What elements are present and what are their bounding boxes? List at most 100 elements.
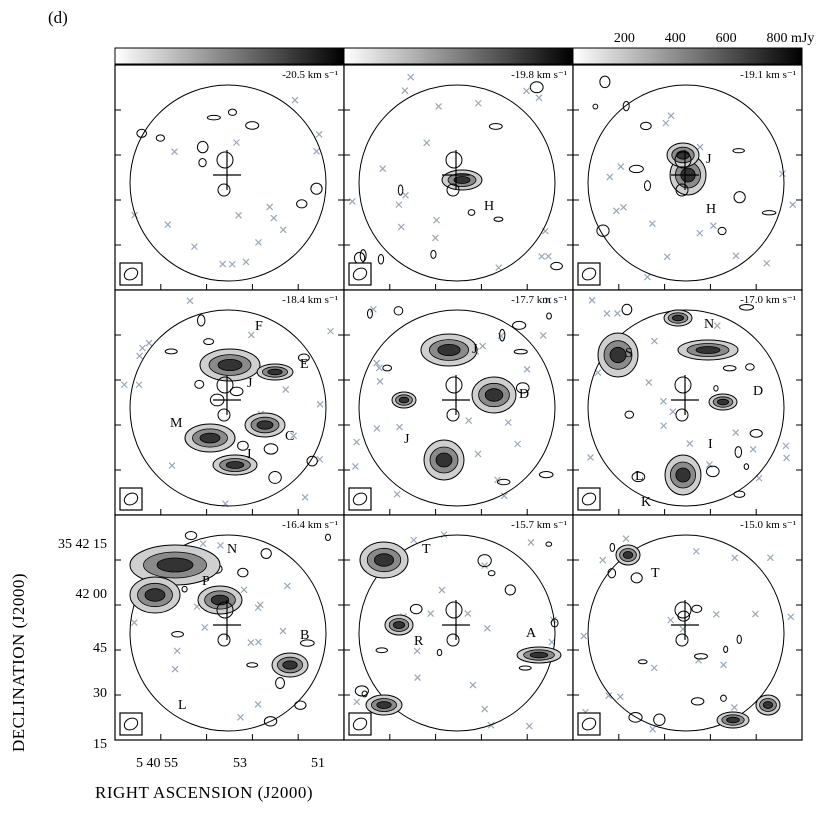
star-cross-icon [479, 342, 487, 350]
primary-beam-circle [587, 309, 785, 507]
contour-loop [203, 338, 215, 345]
star-cross-icon [255, 239, 262, 246]
star-cross-icon [789, 201, 797, 209]
star-cross-icon [407, 73, 415, 81]
star-cross-icon [348, 198, 356, 205]
star-cross-icon [413, 647, 421, 655]
channel-panel: -19.1 km s⁻¹ J H [572, 64, 803, 291]
star-cross-icon [168, 462, 176, 469]
star-cross-icon [587, 454, 594, 461]
contour-loop [640, 121, 652, 131]
source-label: J [706, 152, 712, 167]
star-cross-icon [130, 619, 138, 627]
source-ring [675, 183, 689, 197]
star-cross-icon [548, 638, 556, 646]
star-cross-icon [353, 438, 361, 446]
beam-ellipse-icon [581, 717, 597, 731]
velocity-label: -17.0 km s⁻¹ [740, 294, 796, 306]
star-cross-icon [749, 445, 757, 453]
contour-loop [739, 303, 755, 311]
contour-loop [294, 700, 307, 710]
star-cross-icon [414, 674, 421, 682]
axis-ticks: 35 42 15 42 00 45 30 15 5 40 55 53 51 [58, 537, 325, 771]
contour-loop [306, 455, 318, 467]
source-ring [674, 151, 692, 169]
source-ring [446, 183, 460, 197]
star-cross-icon [599, 556, 607, 564]
star-cross-icon [779, 170, 786, 178]
contour-loop [430, 249, 437, 259]
star-cross-icon [667, 616, 675, 624]
x-tick-label: 53 [233, 756, 247, 771]
star-cross-icon [219, 260, 227, 268]
star-cross-icon [713, 322, 721, 330]
velocity-label: -19.8 km s⁻¹ [511, 69, 567, 81]
primary-beam-circle [587, 84, 785, 282]
contour-loop [263, 443, 279, 455]
star-cross-icon [435, 103, 443, 110]
contour-loop [515, 382, 530, 394]
star-cross-icon [650, 664, 658, 672]
contour-loop [622, 100, 630, 112]
source-label: D [753, 384, 763, 399]
colorbar-strip [572, 47, 803, 65]
star-cross-icon [313, 147, 320, 155]
star-cross-icon [351, 463, 359, 470]
source-ring [217, 183, 231, 197]
contour-loop [246, 662, 259, 668]
emission-region-peak [726, 716, 740, 724]
contour-loop [181, 585, 188, 593]
source-label: F [255, 319, 263, 334]
contour-loop [366, 308, 373, 319]
star-cross-icon [616, 693, 624, 701]
star-cross-icon [173, 647, 181, 655]
star-cross-icon [199, 540, 207, 548]
emission-region-peak [435, 452, 453, 468]
star-cross-icon [614, 309, 621, 317]
star-cross-icon [645, 379, 653, 386]
star-cross-icon [731, 554, 739, 562]
star-cross-icon [523, 365, 531, 373]
contour-loop [538, 470, 554, 479]
star-cross-icon [751, 610, 759, 618]
star-cross-icon [171, 148, 178, 156]
source-label: A [526, 626, 537, 641]
emission-region-peak [256, 420, 274, 430]
contour-loop [171, 631, 184, 638]
star-cross-icon [667, 112, 675, 120]
star-cross-icon [327, 327, 334, 335]
star-cross-icon [237, 713, 244, 721]
y-tick-label: 45 [93, 641, 107, 656]
contour-loop [164, 348, 178, 355]
star-cross-icon [606, 173, 614, 181]
contour-loop [359, 249, 367, 262]
star-cross-icon [279, 627, 287, 635]
contour-loop [761, 210, 777, 216]
star-cross-icon [527, 539, 535, 546]
source-label: J [247, 376, 253, 391]
contour-loop [691, 604, 703, 613]
star-cross-icon [612, 207, 620, 215]
star-cross-icon [397, 223, 405, 231]
contour-loop [733, 490, 746, 498]
star-cross-icon [539, 332, 547, 339]
source-label: B [300, 628, 309, 643]
beam-box [119, 487, 143, 511]
primary-beam-circle [358, 84, 556, 282]
velocity-label: -15.7 km s⁻¹ [511, 519, 567, 531]
contour-loop [375, 647, 389, 654]
channel-panel: -17.0 km s⁻¹ N S D I LK [572, 289, 803, 516]
contour-loop [628, 164, 644, 174]
primary-beam-circle [129, 309, 327, 507]
contour-loop [393, 306, 404, 316]
beam-box [119, 712, 143, 736]
star-cross-icon [217, 541, 224, 549]
x-tick-label: 5 40 55 [136, 756, 178, 771]
star-cross-icon [376, 378, 384, 385]
source-label: H [706, 202, 716, 217]
star-cross-icon [696, 229, 704, 237]
contour-loop [377, 253, 385, 265]
star-cross-icon [469, 681, 477, 689]
contour-loop [382, 364, 393, 372]
beam-box [348, 487, 372, 511]
